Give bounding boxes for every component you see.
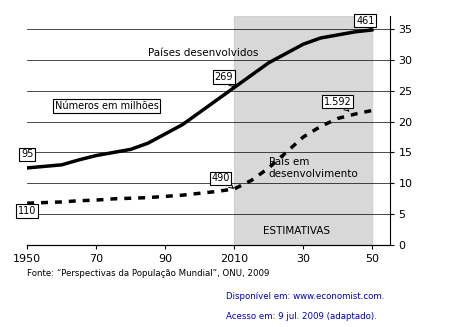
Text: Fonte: “Perspectivas da População Mundial”, ONU, 2009: Fonte: “Perspectivas da População Mundia… <box>27 269 270 278</box>
Bar <box>234 16 372 245</box>
Text: Acesso em: 9 jul. 2009 (adaptado).: Acesso em: 9 jul. 2009 (adaptado). <box>226 312 377 321</box>
Text: 1.592: 1.592 <box>324 97 352 111</box>
Text: País em
desenvolvimento: País em desenvolvimento <box>269 157 358 179</box>
Text: 269: 269 <box>215 72 233 87</box>
Text: 95: 95 <box>21 149 34 159</box>
Text: 490: 490 <box>211 173 233 188</box>
Text: 461: 461 <box>356 16 375 29</box>
Text: ESTIMATIVAS: ESTIMATIVAS <box>263 226 330 236</box>
Text: Números em milhões: Números em milhões <box>55 101 159 111</box>
Text: 110: 110 <box>18 206 36 216</box>
Text: Países desenvolvidos: Países desenvolvidos <box>148 48 258 59</box>
Text: Disponível em: www.economist.com.: Disponível em: www.economist.com. <box>226 292 385 301</box>
